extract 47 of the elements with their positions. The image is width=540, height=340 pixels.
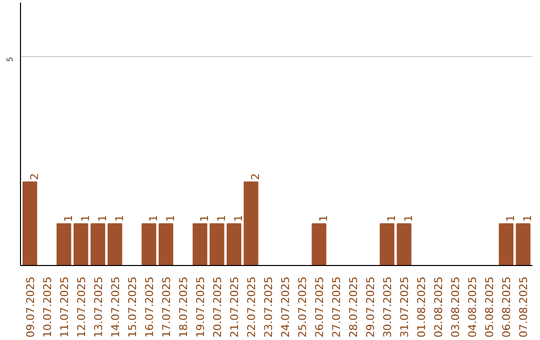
x-tick-label: 24.07.2025: [279, 276, 292, 338]
y-tick-label: 5: [6, 56, 14, 62]
data-label: 1: [402, 214, 416, 222]
x-tick-label: 17.07.2025: [160, 276, 173, 338]
data-label: 1: [504, 214, 518, 222]
data-label: 1: [96, 214, 109, 222]
x-tick-label: 22.07.2025: [244, 276, 258, 338]
x-tick-label: 06.08.2025: [500, 276, 514, 338]
x-tick-label: 03.08.2025: [449, 276, 462, 338]
x-tick-label: 20.07.2025: [210, 276, 224, 338]
data-label: 2: [248, 173, 262, 180]
data-label: 2: [28, 173, 41, 180]
data-label: 1: [385, 214, 398, 222]
x-tick-label: 01.08.2025: [415, 276, 428, 338]
x-tick-label: 04.08.2025: [466, 276, 480, 338]
x-tick-label: 14.07.2025: [108, 276, 122, 338]
data-label: 1: [521, 214, 534, 222]
data-label: 1: [164, 214, 177, 222]
x-tick-label: 11.07.2025: [58, 276, 71, 338]
data-label: 1: [214, 214, 228, 222]
x-tick-label: 10.07.2025: [40, 276, 54, 338]
data-label: 1: [146, 214, 160, 222]
x-tick-label: 28.07.2025: [347, 276, 360, 338]
x-tick-label: 16.07.2025: [142, 276, 156, 338]
x-tick-label: 02.08.2025: [432, 276, 446, 338]
data-label: 1: [317, 214, 330, 222]
x-tick-label: 09.07.2025: [24, 276, 37, 338]
data-label: 1: [232, 214, 245, 222]
x-tick-label: 07.08.2025: [517, 276, 530, 338]
data-label: 1: [198, 214, 211, 222]
x-tick-label: 29.07.2025: [364, 276, 378, 338]
x-tick-label: 05.08.2025: [483, 276, 496, 338]
x-tick-label: 18.07.2025: [176, 276, 190, 338]
x-tick-label: 19.07.2025: [194, 276, 207, 338]
data-label: 1: [112, 214, 126, 222]
x-tick-label: 30.07.2025: [381, 276, 394, 338]
x-tick-label: 27.07.2025: [330, 276, 344, 338]
x-tick-label: 15.07.2025: [126, 276, 139, 338]
x-tick-label: 25.07.2025: [296, 276, 310, 338]
x-tick-label: 12.07.2025: [74, 276, 88, 338]
data-label: 1: [78, 214, 92, 222]
data-label: 1: [62, 214, 75, 222]
x-tick-label: 21.07.2025: [228, 276, 241, 338]
x-tick-label: 23.07.2025: [262, 276, 275, 338]
x-tick-label: 31.07.2025: [398, 276, 412, 338]
x-tick-label: 26.07.2025: [313, 276, 326, 338]
x-tick-label: 13.07.2025: [92, 276, 105, 338]
